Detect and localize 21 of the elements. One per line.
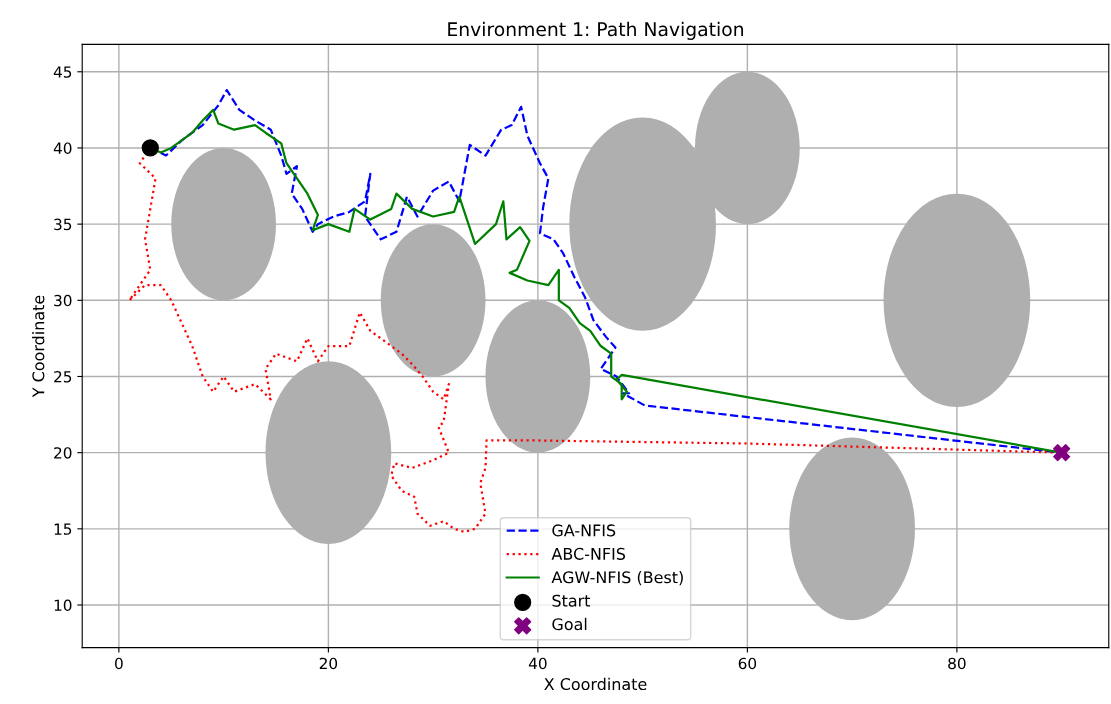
chart-title: Environment 1: Path Navigation [448,21,743,40]
y-tick-label: 10 [54,599,72,612]
x-tick-label: 20 [319,657,338,670]
x-axis-title: X Coordinate [544,677,647,691]
legend-label: Start [552,594,591,607]
legend-label: Goal [552,617,587,631]
y-tick-label: 15 [54,523,72,535]
legend-label: ABC-NFIS [551,547,626,560]
y-tick-label: 40 [53,142,72,154]
y-tick-label: 20 [54,447,72,459]
x-tick-label: 0 [115,657,123,670]
legend-label: GA-NFIS [552,524,616,537]
x-tick-label: 60 [738,657,757,670]
y-tick-label: 35 [54,218,72,231]
legend-label: AGW-NFIS (Best) [551,570,683,586]
y-tick-label: 45 [53,66,72,78]
y-axis-title: Y Coordinate [32,295,45,398]
x-tick-label: 80 [948,657,966,670]
y-tick-label: 30 [54,294,72,307]
x-tick-label: 40 [528,657,547,670]
y-tick-label: 25 [54,370,72,383]
